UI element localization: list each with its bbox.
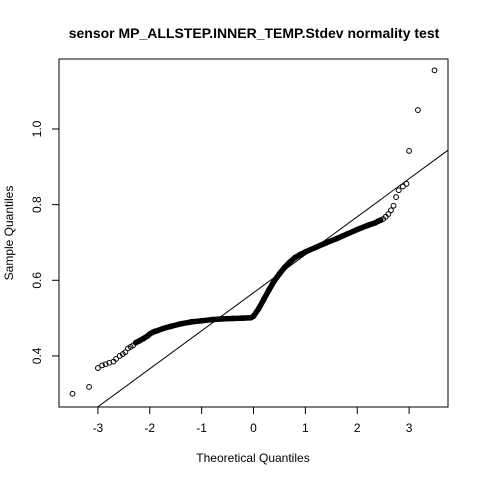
data-point [395, 187, 402, 194]
y-tick-label: 0.6 [30, 272, 44, 289]
data-point [415, 107, 421, 113]
y-axis: 0.4 0.6 0.8 1.0 [30, 120, 59, 364]
y-axis-title: Sample Quantiles [2, 186, 16, 281]
data-point [393, 194, 400, 200]
data-point [86, 384, 92, 390]
x-tick-label: -2 [144, 421, 155, 435]
data-point [431, 67, 438, 74]
y-tick-label: 0.8 [30, 196, 44, 213]
data-point [102, 361, 109, 368]
data-point [99, 362, 105, 369]
data-point [122, 349, 129, 356]
y-tick-label: 0.4 [30, 347, 44, 364]
x-tick-label: 2 [354, 421, 361, 435]
x-axis: -3 -2 -1 0 1 2 3 [93, 407, 413, 435]
x-tick-label: -3 [93, 421, 104, 435]
data-point [113, 356, 119, 362]
x-tick-label: -1 [196, 421, 207, 435]
data-point [390, 202, 397, 209]
data-point [69, 390, 76, 397]
data-point [403, 180, 410, 187]
x-tick-label: 1 [302, 421, 309, 435]
reference-line [96, 149, 448, 407]
chart-title: sensor MP_ALLSTEP.INNER_TEMP.Stdev norma… [69, 25, 440, 41]
data-point [399, 183, 406, 190]
x-tick-label: 0 [250, 421, 257, 435]
data-point [95, 365, 101, 371]
x-axis-title: Theoretical Quantiles [196, 451, 309, 465]
y-tick-label: 1.0 [30, 120, 44, 137]
data-point [385, 211, 392, 217]
overplotted-points [133, 217, 384, 346]
data-point [388, 207, 394, 214]
data-points [69, 67, 438, 397]
reference-line-layer [96, 149, 448, 407]
data-point [406, 148, 413, 154]
x-tick-label: 3 [406, 421, 413, 435]
